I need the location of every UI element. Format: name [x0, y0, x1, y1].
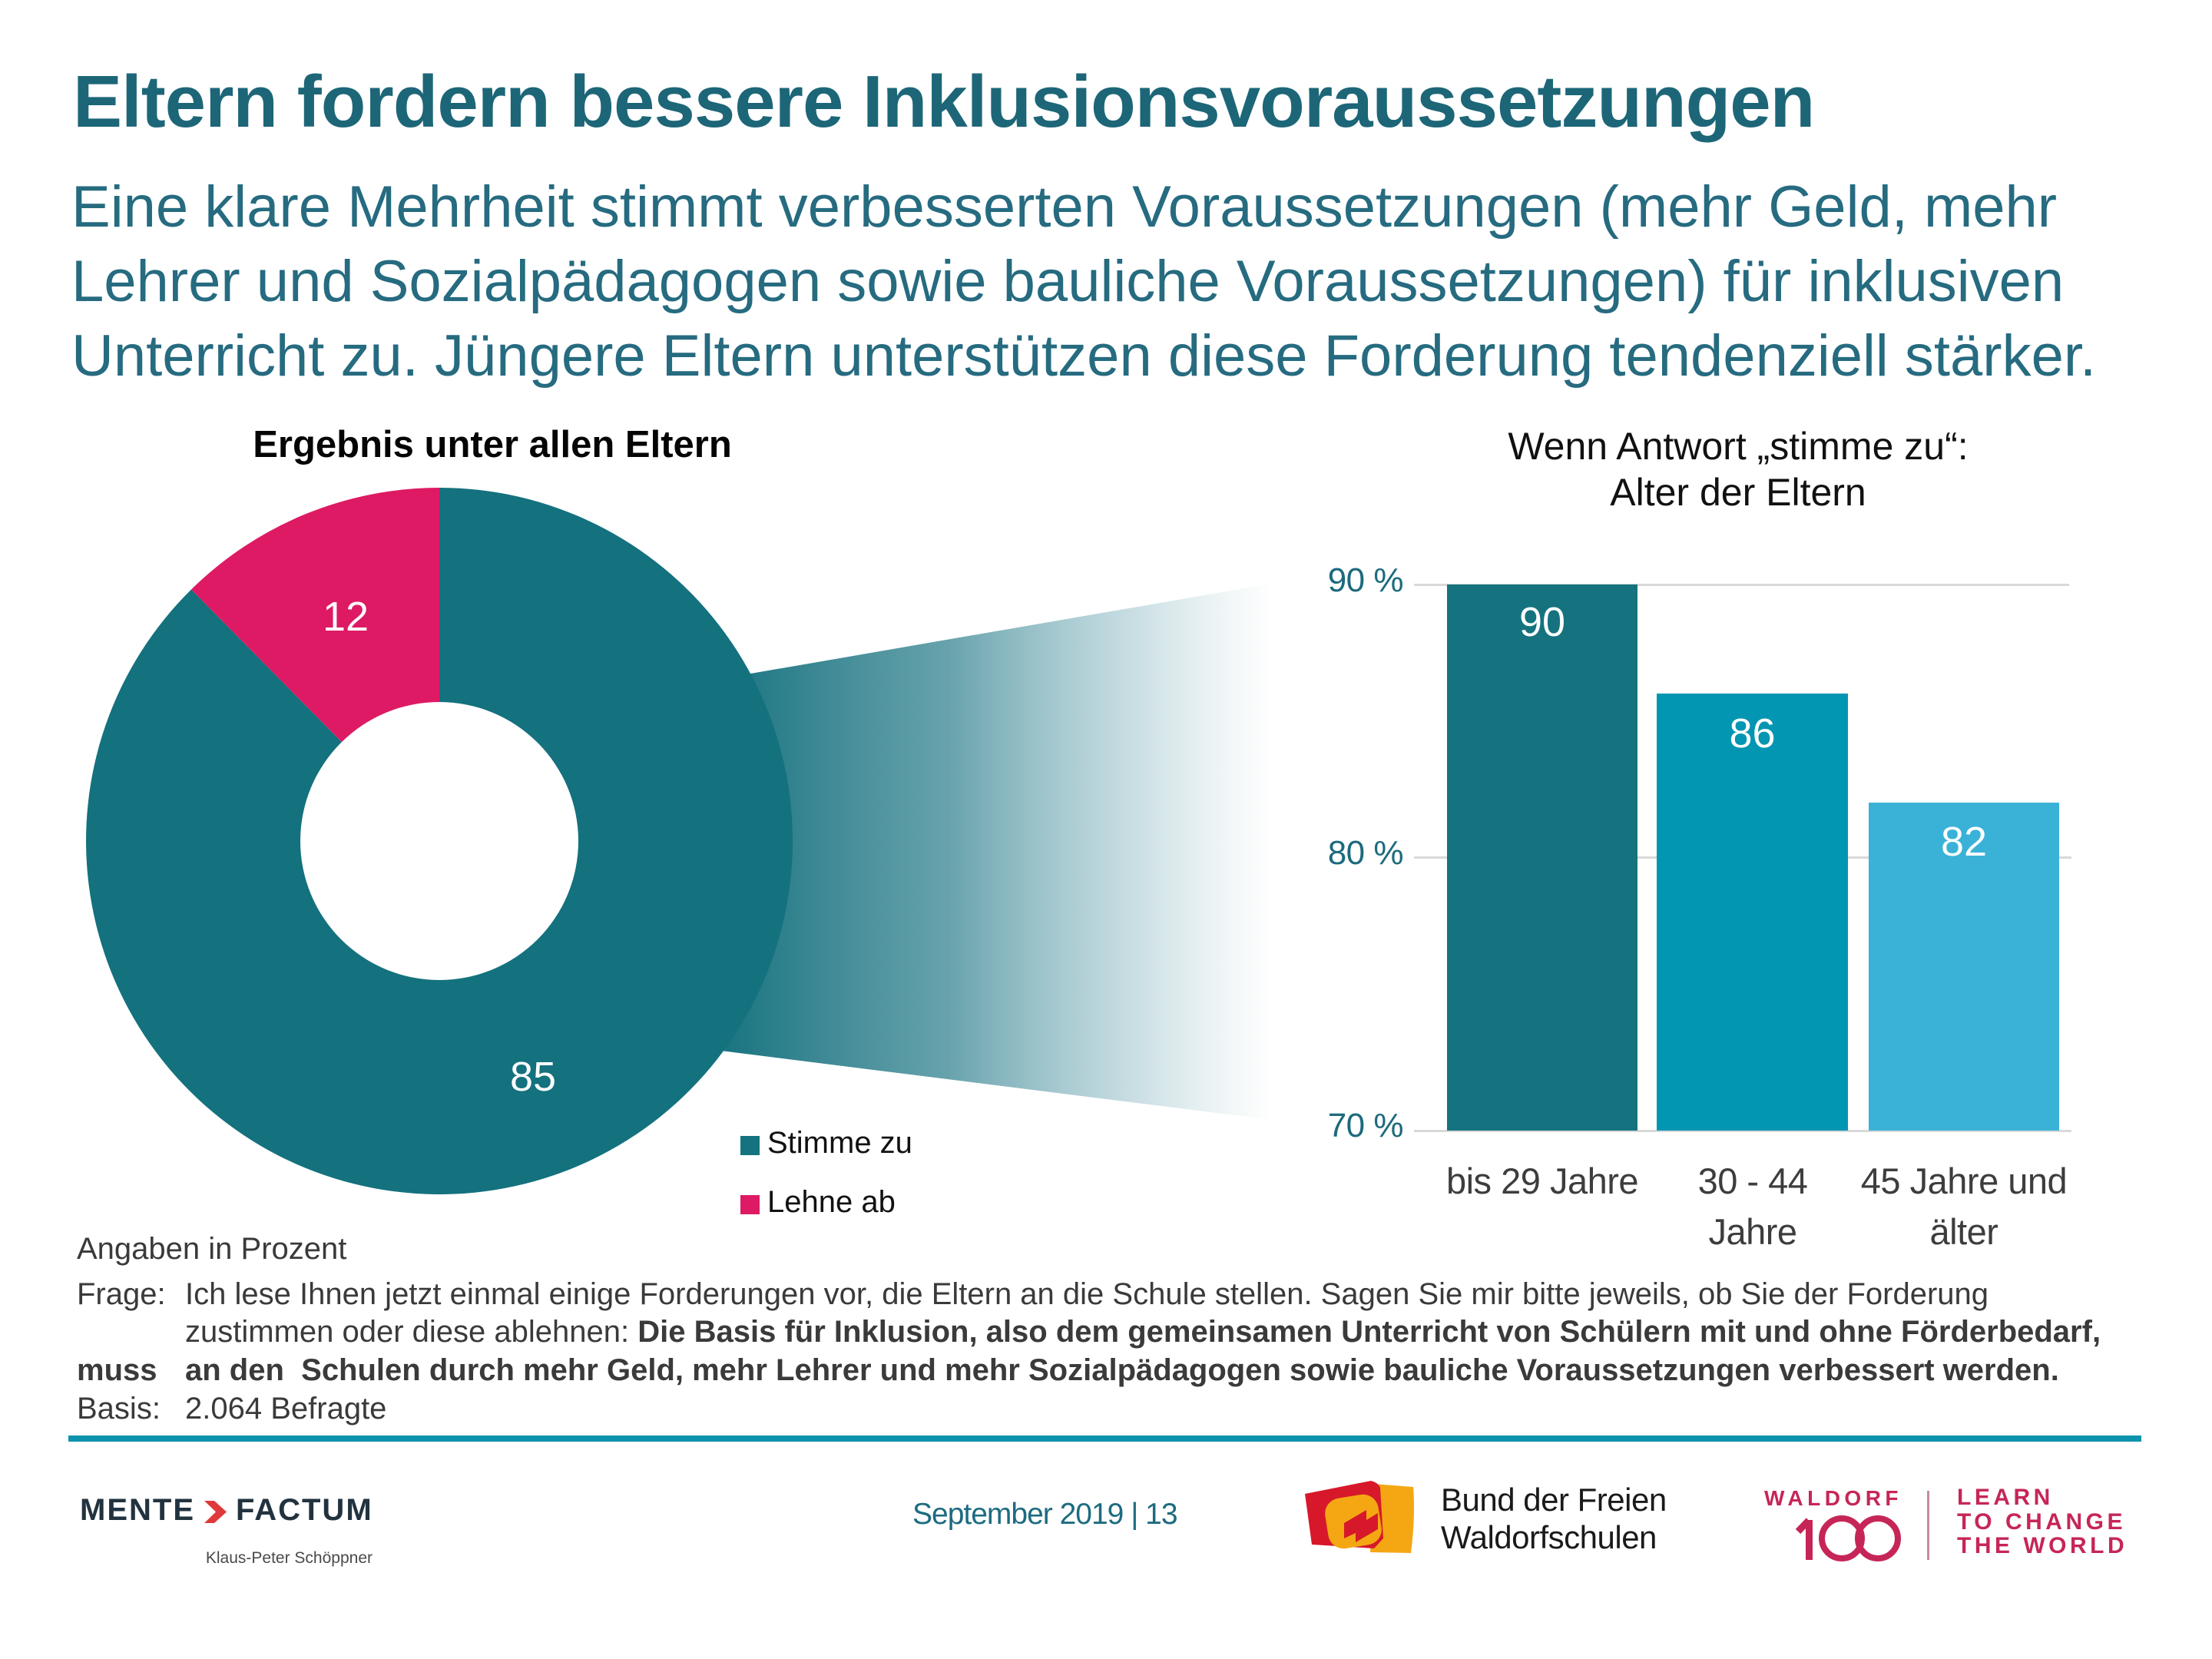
- svg-text:12: 12: [323, 594, 369, 640]
- svg-text:85: 85: [510, 1054, 556, 1100]
